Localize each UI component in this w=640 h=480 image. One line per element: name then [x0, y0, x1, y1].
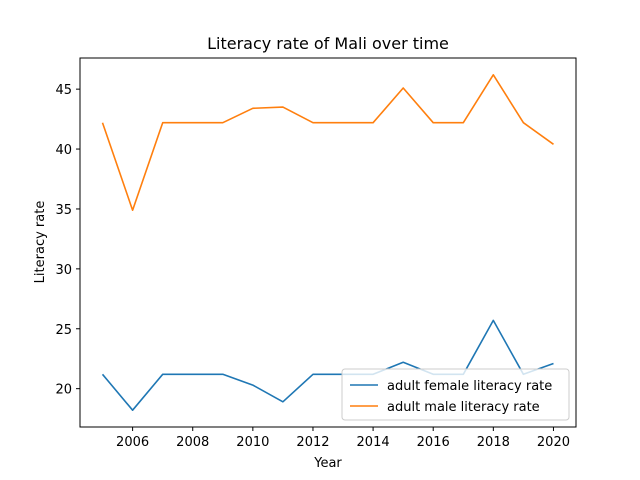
y-tick-label: 30 — [55, 263, 72, 278]
x-axis-label: Year — [313, 456, 342, 471]
y-tick-label: 40 — [55, 143, 72, 158]
legend-box — [341, 368, 570, 421]
x-tick-label: 2020 — [537, 435, 570, 450]
y-axis: 20 25 30 35 40 45 — [55, 83, 80, 398]
legend-label: adult female literacy rate — [387, 379, 552, 394]
series-line-male — [101, 74, 554, 211]
legend: adult female literacy rate adult male lit… — [341, 368, 570, 421]
x-tick-label: 2016 — [417, 435, 450, 450]
x-tick-label: 2010 — [236, 435, 269, 450]
y-axis-label: Literacy rate — [33, 201, 48, 284]
x-tick-label: 2012 — [296, 435, 329, 450]
chart-title: Literacy rate of Mali over time — [207, 34, 449, 53]
y-tick-label: 25 — [55, 323, 72, 338]
x-axis: 2006 2008 2010 2012 2014 2016 2018 2020 — [116, 427, 570, 450]
plot-area — [101, 74, 554, 412]
legend-label: adult male literacy rate — [387, 400, 540, 415]
x-tick-label: 2006 — [116, 435, 149, 450]
x-tick-label: 2014 — [357, 435, 390, 450]
x-tick-label: 2018 — [477, 435, 510, 450]
y-tick-label: 45 — [55, 83, 72, 98]
x-tick-label: 2008 — [176, 435, 209, 450]
series-line-female — [101, 319, 554, 412]
y-tick-label: 20 — [55, 383, 72, 398]
y-tick-label: 35 — [55, 203, 72, 218]
plot-frame — [79, 57, 577, 428]
